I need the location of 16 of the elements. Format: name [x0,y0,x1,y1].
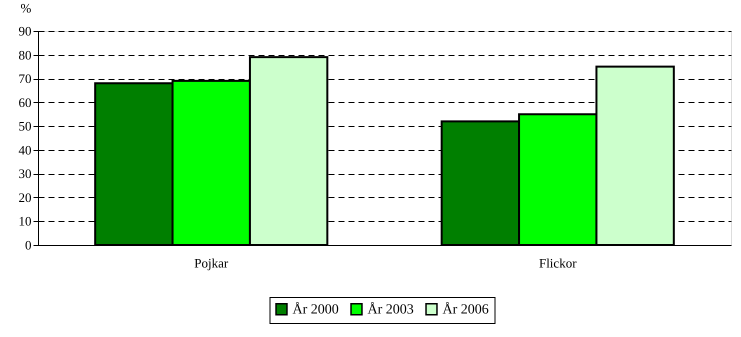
y-tick-label: 10 [18,214,32,229]
y-tick-label: 30 [18,166,32,182]
y-axis-title: % [20,0,32,16]
y-tick-label: 20 [18,190,32,205]
x-tick-label: Flickor [538,256,578,270]
y-tick-label: 40 [18,142,32,158]
legend-label: År 2003 [368,301,414,318]
y-tick-label: 60 [18,94,32,110]
y-tick-label: 0 [25,238,32,252]
y-tick-label: 80 [18,47,32,62]
y-tick-label: 90 [18,24,32,38]
legend-label: År 2000 [292,301,339,318]
x-tick-label: Pojkar [194,256,229,270]
y-tick-label: 70 [18,71,32,86]
y-tick-label: 50 [18,118,32,134]
legend-label: År 2006 [442,301,489,318]
